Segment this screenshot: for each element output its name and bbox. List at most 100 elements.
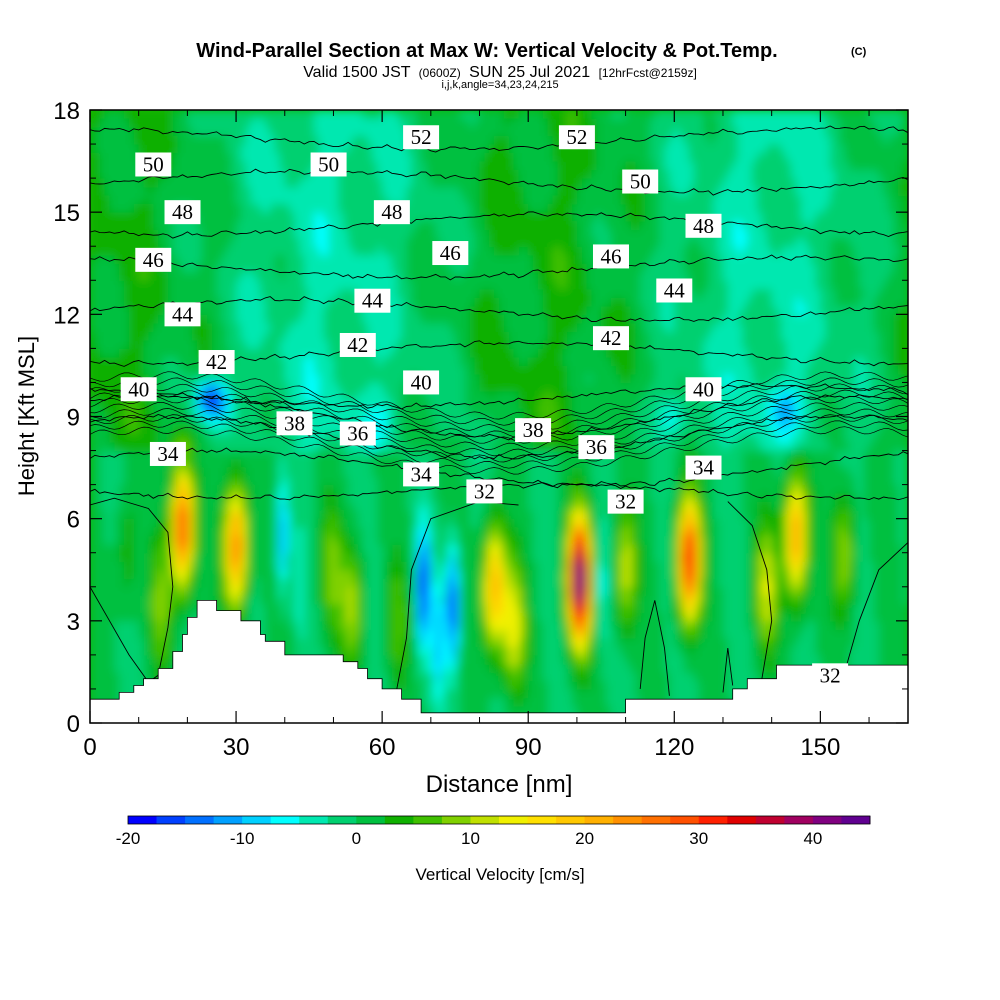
velocity-cell: [265, 535, 271, 545]
velocity-cell: [114, 459, 120, 469]
velocity-cell: [90, 425, 96, 435]
velocity-cell: [406, 518, 412, 528]
velocity-cell: [211, 195, 218, 205]
velocity-cell: [109, 442, 115, 452]
velocity-cell: [367, 263, 374, 273]
velocity-cell: [124, 348, 130, 358]
velocity-cell: [211, 578, 218, 588]
velocity-cell: [211, 178, 218, 188]
velocity-cell: [231, 237, 237, 247]
velocity-cell: [367, 373, 374, 384]
velocity-cell: [294, 518, 300, 528]
velocity-cell: [299, 237, 305, 247]
velocity-cell: [343, 305, 349, 315]
velocity-cell: [299, 586, 305, 596]
velocity-cell: [279, 612, 286, 622]
velocity-cell: [328, 390, 335, 401]
velocity-cell: [396, 578, 403, 588]
velocity-cell: [90, 620, 96, 630]
velocity-cell: [377, 416, 383, 426]
velocity-cell: [99, 535, 106, 545]
velocity-cell: [406, 629, 412, 639]
velocity-cell: [352, 527, 359, 537]
velocity-cell: [313, 629, 320, 639]
velocity-cell: [362, 356, 369, 367]
velocity-cell: [333, 476, 339, 486]
velocity-cell: [416, 535, 422, 545]
velocity-cell: [270, 339, 276, 349]
velocity-cell: [94, 433, 101, 443]
velocity-cell: [275, 186, 281, 196]
velocity-cell: [299, 280, 305, 290]
velocity-cell: [279, 510, 286, 520]
velocity-cell: [226, 237, 232, 247]
velocity-cell: [338, 620, 344, 630]
velocity-cell: [260, 186, 266, 196]
velocity-cell: [90, 654, 96, 664]
velocity-cell: [172, 322, 179, 332]
velocity-cell: [387, 127, 393, 137]
velocity-cell: [343, 127, 349, 137]
velocity-cell: [138, 186, 145, 196]
velocity-cell: [99, 339, 106, 349]
velocity-cell: [177, 399, 184, 409]
velocity-cell: [387, 595, 393, 605]
velocity-cell: [323, 237, 330, 247]
velocity-cell: [304, 280, 310, 290]
velocity-cell: [187, 152, 193, 162]
velocity-cell: [348, 501, 354, 511]
velocity-cell: [192, 399, 198, 409]
velocity-cell: [338, 246, 344, 256]
velocity-cell: [255, 459, 262, 469]
velocity-cell: [260, 229, 266, 239]
velocity-cell: [289, 433, 296, 443]
velocity-cell: [357, 169, 364, 179]
velocity-cell: [255, 373, 262, 384]
velocity-cell: [294, 280, 300, 290]
velocity-cell: [401, 305, 408, 315]
velocity-cell: [138, 527, 145, 537]
velocity-cell: [406, 390, 412, 401]
velocity-cell: [387, 152, 393, 162]
velocity-cell: [158, 407, 164, 418]
velocity-cell: [333, 365, 339, 375]
velocity-cell: [309, 144, 315, 154]
velocity-cell: [138, 561, 145, 571]
velocity-cell: [153, 663, 159, 673]
velocity-cell: [338, 586, 344, 596]
velocity-cell: [382, 527, 388, 537]
velocity-cell: [338, 178, 344, 188]
velocity-cell: [387, 195, 393, 205]
velocity-cell: [323, 595, 330, 605]
velocity-cell: [240, 297, 247, 307]
velocity-cell: [109, 450, 115, 460]
velocity-cell: [294, 433, 300, 443]
velocity-cell: [167, 629, 174, 639]
velocity-cell: [338, 356, 344, 367]
velocity-cell: [158, 365, 164, 375]
velocity-cell: [167, 271, 174, 281]
velocity-cell: [406, 552, 412, 562]
velocity-cell: [114, 373, 120, 384]
velocity-cell: [133, 637, 140, 647]
velocity-cell: [294, 646, 300, 656]
velocity-cell: [275, 331, 281, 341]
velocity-cell: [328, 254, 335, 264]
velocity-cell: [231, 212, 237, 222]
velocity-cell: [109, 493, 115, 503]
velocity-cell: [421, 203, 427, 213]
velocity-cell: [416, 195, 422, 205]
velocity-cell: [133, 203, 140, 213]
velocity-cell: [109, 178, 115, 188]
velocity-cell: [362, 561, 369, 571]
velocity-cell: [357, 365, 364, 375]
velocity-cell: [119, 339, 125, 349]
velocity-cell: [255, 331, 262, 341]
velocity-cell: [357, 237, 364, 247]
velocity-cell: [289, 637, 296, 647]
velocity-cell: [133, 476, 140, 486]
velocity-cell: [396, 416, 403, 426]
velocity-cell: [226, 203, 232, 213]
velocity-cell: [109, 654, 115, 664]
velocity-cell: [143, 569, 150, 579]
